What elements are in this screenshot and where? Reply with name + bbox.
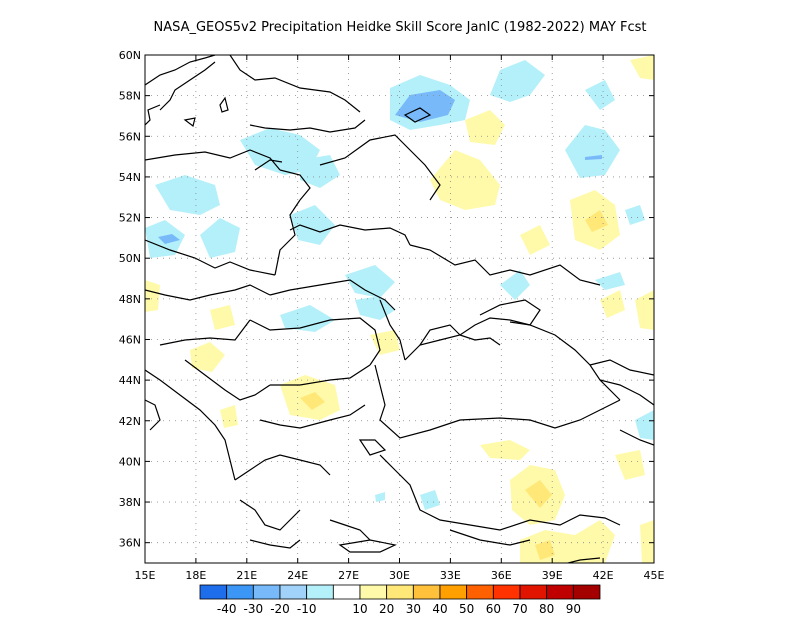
negative-area [290,205,335,245]
colorbar-label: 80 [539,602,554,616]
colorbar-label: -20 [270,602,290,616]
negative-area [280,305,335,332]
positive-area [640,520,654,563]
y-tick-label: 46N [119,333,141,346]
positive-area [465,110,505,145]
positive-area [585,210,608,232]
negative-area [490,60,545,102]
x-tick-label: 39E [542,569,563,582]
x-tick-label: 15E [135,569,156,582]
colorbar-swatch [546,584,574,600]
positive-area [210,305,235,330]
negative-area [635,410,654,440]
colorbar-label: -30 [244,602,264,616]
positive-area [520,520,615,563]
colorbar-label: -10 [297,602,317,616]
x-tick-label: 42E [593,569,614,582]
latitude-axis: 36N 38N 40N 42N 44N 46N 48N 50N 52N 54N 56N 58N 60N [119,49,654,550]
colorbar-swatch [572,584,601,600]
colorbar-swatch [226,584,254,600]
positive-area [525,480,552,508]
colorbar: -40 -30 -20 -10 10 20 30 40 50 60 70 80 90 [199,584,601,616]
x-tick-label: 36E [491,569,512,582]
colorbar-label: 90 [566,602,581,616]
negative-area [200,218,240,258]
positive-area [480,440,530,460]
negative-area [595,272,625,290]
y-tick-label: 42N [119,415,141,428]
y-tick-label: 50N [119,252,141,265]
x-tick-label: 33E [440,569,461,582]
colorbar-swatch [199,584,228,600]
colorbar-swatch [279,584,308,600]
negative-area [500,270,530,300]
negative-area [625,205,645,225]
colorbar-swatch [412,584,441,600]
x-tick-label: 30E [389,569,410,582]
x-tick-label: 18E [185,569,206,582]
negative-area [345,265,395,298]
colorbar-label: 30 [406,602,421,616]
x-tick-label: 24E [287,569,308,582]
y-tick-label: 56N [119,130,141,143]
colorbar-swatch [492,584,521,600]
colorbar-swatch [359,584,388,600]
positive-area [145,280,160,312]
longitude-axis: 15E 18E 21E 24E 27E 30E 33E 36E 39E 42E 45E [135,55,665,582]
y-tick-label: 58N [119,90,141,103]
x-tick-label: 27E [338,569,359,582]
positive-area [630,55,654,80]
negative-area [585,155,602,160]
positive-area [600,290,625,318]
y-tick-label: 36N [119,537,141,550]
x-tick-label: 21E [236,569,257,582]
y-tick-label: 38N [119,496,141,509]
colorbar-swatch [386,584,414,600]
negative-area [158,234,180,244]
colorbar-swatch [306,584,334,600]
positive-area [520,225,550,255]
positive-area [430,150,500,210]
negative-area [355,296,395,320]
negative-area [585,80,615,110]
positive-area [300,392,325,410]
colorbar-swatch [519,584,548,600]
skill-score-fields [145,55,654,563]
colorbar-label: 20 [379,602,394,616]
positive-area [220,405,238,428]
positive-area [535,540,555,560]
map-title: NASA_GEOS5v2 Precipitation Heidke Skill … [153,20,647,35]
positive-area [370,330,400,355]
colorbar-label: 10 [352,602,367,616]
colorbar-label: 40 [432,602,447,616]
y-tick-label: 44N [119,374,141,387]
y-tick-label: 54N [119,171,141,184]
colorbar-label: 50 [459,602,474,616]
positive-area [635,290,654,330]
y-tick-label: 40N [119,455,141,468]
negative-area [300,155,340,188]
coastlines-borders [145,55,654,563]
negative-area [420,490,440,510]
colorbar-label: -40 [217,602,237,616]
y-tick-label: 52N [119,212,141,225]
colorbar-swatch [252,584,281,600]
negative-area [565,125,620,178]
y-tick-label: 48N [119,293,141,306]
negative-area [375,492,385,502]
positive-area [190,342,225,372]
positive-area [615,450,645,480]
negative-area [395,90,455,122]
negative-area [155,175,220,215]
colorbar-swatch [439,584,468,600]
x-tick-label: 45E [644,569,665,582]
y-tick-label: 60N [119,49,141,62]
colorbar-label: 70 [512,602,527,616]
colorbar-swatch [466,584,494,600]
colorbar-swatch [332,584,361,600]
colorbar-label: 60 [486,602,501,616]
